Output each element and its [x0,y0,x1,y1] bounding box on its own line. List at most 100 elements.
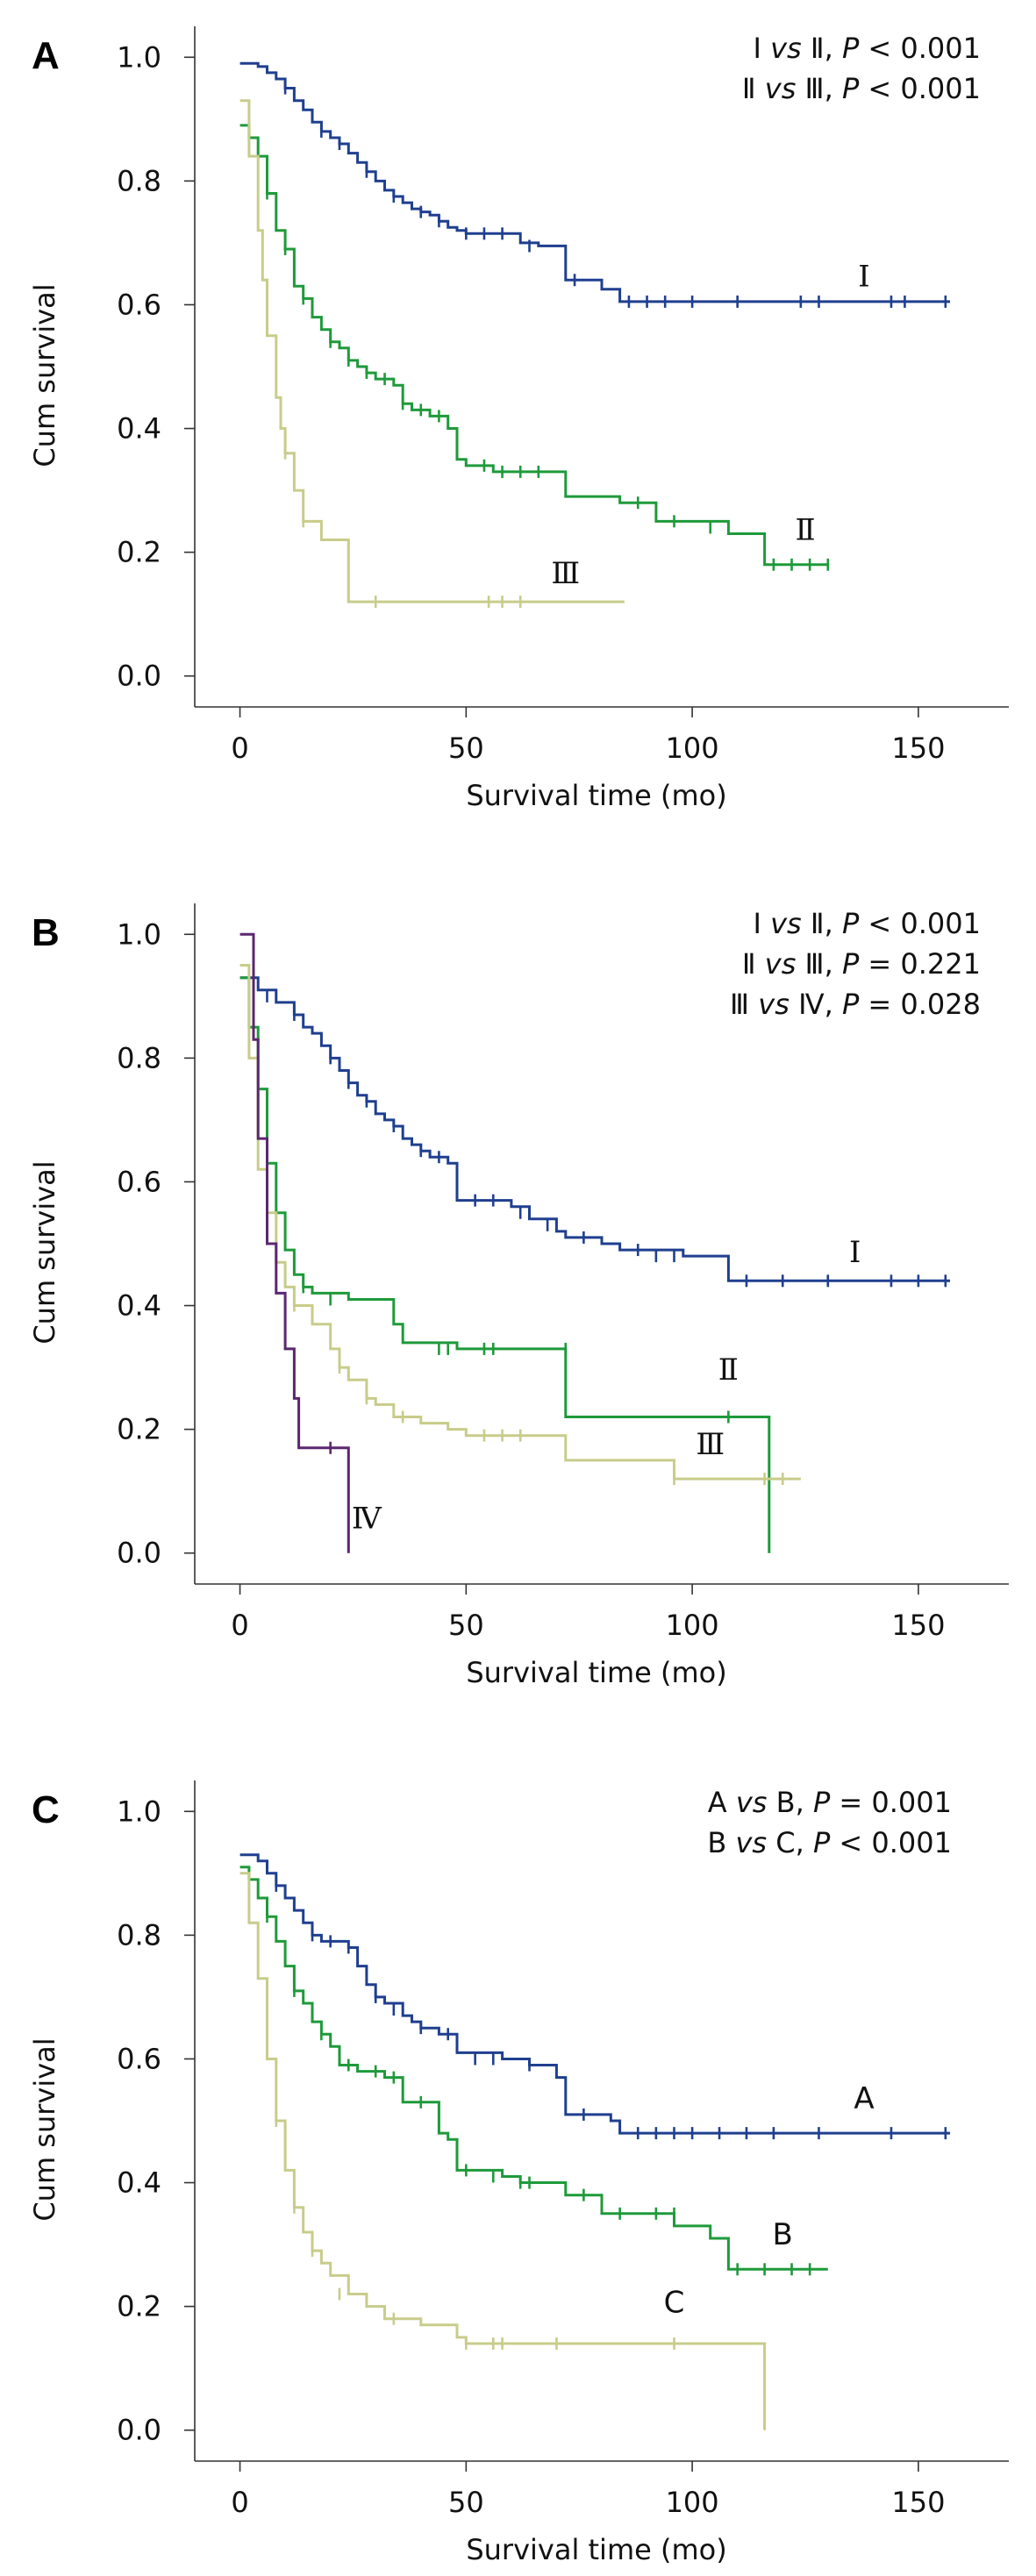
curve-label: Ⅱ [718,1352,739,1388]
annotation-text: < 0.001 [859,72,981,105]
annotation-text: Ⅳ, [790,988,842,1021]
curve-label: Ⅳ [352,1502,382,1537]
annotation-italic: P [813,1826,831,1859]
x-tick-label: 0 [231,2486,248,2519]
x-axis-title: Survival time (mo) [466,1656,726,1689]
y-tick-label: 0.0 [117,660,161,693]
annotation-italic: P [842,72,860,105]
x-tick-label: 100 [666,1609,719,1642]
y-axis-title: Cum survival [28,1160,61,1344]
x-tick-label: 100 [666,2486,719,2519]
x-axis-title: Survival time (mo) [466,779,726,812]
annotation-italic: P [842,32,860,65]
annotation-text: = 0.001 [830,1786,952,1819]
annotation-italic: vs [735,1826,767,1859]
y-tick-label: 0.6 [117,1165,161,1198]
y-tick-label: 0.4 [117,1289,161,1323]
y-tick-label: 0.6 [117,2042,161,2075]
annotation-text: B, [767,1786,812,1819]
annotation-text: = 0.221 [859,947,981,981]
x-tick-label: 50 [448,2486,484,2519]
x-tick-label: 100 [666,731,719,765]
annotation-italic: vs [758,988,790,1021]
curve-label: Ⅱ [795,513,815,548]
survival-curve [239,1872,767,2430]
annotation-text: < 0.001 [859,907,981,940]
annotation-text: = 0.028 [859,988,981,1021]
x-axis-title: Survival time (mo) [466,2533,726,2566]
annotation-text: Ⅲ, [796,72,842,105]
survival-curve [239,932,350,1553]
annotation-text: Ⅱ, [802,907,842,940]
annotation-text: Ⅰ [753,32,770,65]
y-tick-label: 0.4 [117,2166,161,2200]
y-axis-title: Cum survival [28,283,61,467]
annotation-text: < 0.001 [830,1826,952,1859]
annotation-text: Ⅲ, [796,947,842,981]
panel-letter: C [32,1788,60,1831]
panel-a: A 0.0 0.2 0.4 0.6 0.8 1.0 0 50 100 150 Survival tim… [28,26,1009,812]
x-tick-label: 150 [891,1609,945,1642]
annotation-italic: vs [770,907,802,940]
x-tick-label: 0 [231,1609,248,1642]
annotation-italic: vs [770,32,802,65]
p-value-annotation: Ⅰ vs Ⅱ, P < 0.001 [753,32,981,65]
curve-label: A [854,2081,874,2116]
y-tick-label: 1.0 [117,917,161,951]
x-tick-label: 150 [891,731,945,765]
annotation-text: C, [767,1826,813,1859]
x-tick-label: 150 [891,2486,945,2519]
p-value-annotation: Ⅱ vs Ⅲ, P < 0.001 [742,72,981,105]
annotation-text: < 0.001 [859,32,981,65]
survival-curve [239,124,828,567]
y-axis-title: Cum survival [28,2037,61,2221]
y-tick-label: 1.0 [117,40,161,74]
y-tick-label: 0.2 [117,2290,161,2323]
p-value-annotation: B vs C, P < 0.001 [707,1826,952,1859]
curve-label: Ⅰ [858,259,869,294]
curve-label: Ⅲ [696,1427,725,1462]
x-tick-label: 0 [231,731,248,765]
annotation-italic: P [842,947,860,981]
annotation-text: Ⅰ [753,907,770,940]
y-tick-label: 0.6 [117,288,161,321]
panel-b: B 0.0 0.2 0.4 0.6 0.8 1.0 0 50 100 150 Survival tim… [28,903,1009,1689]
survival-curve [239,976,771,1553]
y-tick-label: 0.8 [117,1041,161,1074]
curve-label: Ⅲ [551,556,580,591]
annotation-text: B [707,1826,735,1859]
annotation-text: Ⅱ, [802,32,842,65]
p-value-annotation: Ⅰ vs Ⅱ, P < 0.001 [753,907,981,940]
p-value-annotation: Ⅱ vs Ⅲ, P = 0.221 [742,947,981,981]
annotation-italic: P [813,1786,831,1819]
panel-letter: B [32,911,60,954]
y-tick-label: 1.0 [117,1795,161,1828]
annotation-italic: vs [765,72,797,105]
annotation-text: Ⅲ [730,988,758,1021]
y-tick-label: 0.4 [117,412,161,446]
p-value-annotation: Ⅲ vs Ⅳ, P = 0.028 [730,988,981,1021]
annotation-italic: P [842,907,860,940]
y-tick-label: 0.8 [117,164,161,197]
curve-label: Ⅰ [849,1235,861,1270]
survival-curve [239,61,950,303]
y-tick-label: 0.2 [117,536,161,569]
survival-curve [239,964,801,1481]
survival-curve [239,976,950,1282]
y-tick-label: 0.0 [117,1537,161,1570]
annotation-italic: vs [765,947,797,981]
panel-c: C 0.0 0.2 0.4 0.6 0.8 1.0 0 50 100 150 Survival tim… [28,1780,1009,2566]
panel-letter: A [32,34,60,77]
y-tick-label: 0.2 [117,1413,161,1446]
curve-label: C [664,2286,685,2321]
curve-label: B [773,2217,793,2252]
annotation-text: Ⅱ [742,72,765,105]
p-value-annotation: A vs B, P = 0.001 [708,1786,952,1819]
survival-curve [239,99,625,603]
y-tick-label: 0.8 [117,1918,161,1952]
annotation-italic: vs [736,1786,768,1819]
survival-curve [239,1853,950,2135]
annotation-text: Ⅱ [742,947,765,981]
